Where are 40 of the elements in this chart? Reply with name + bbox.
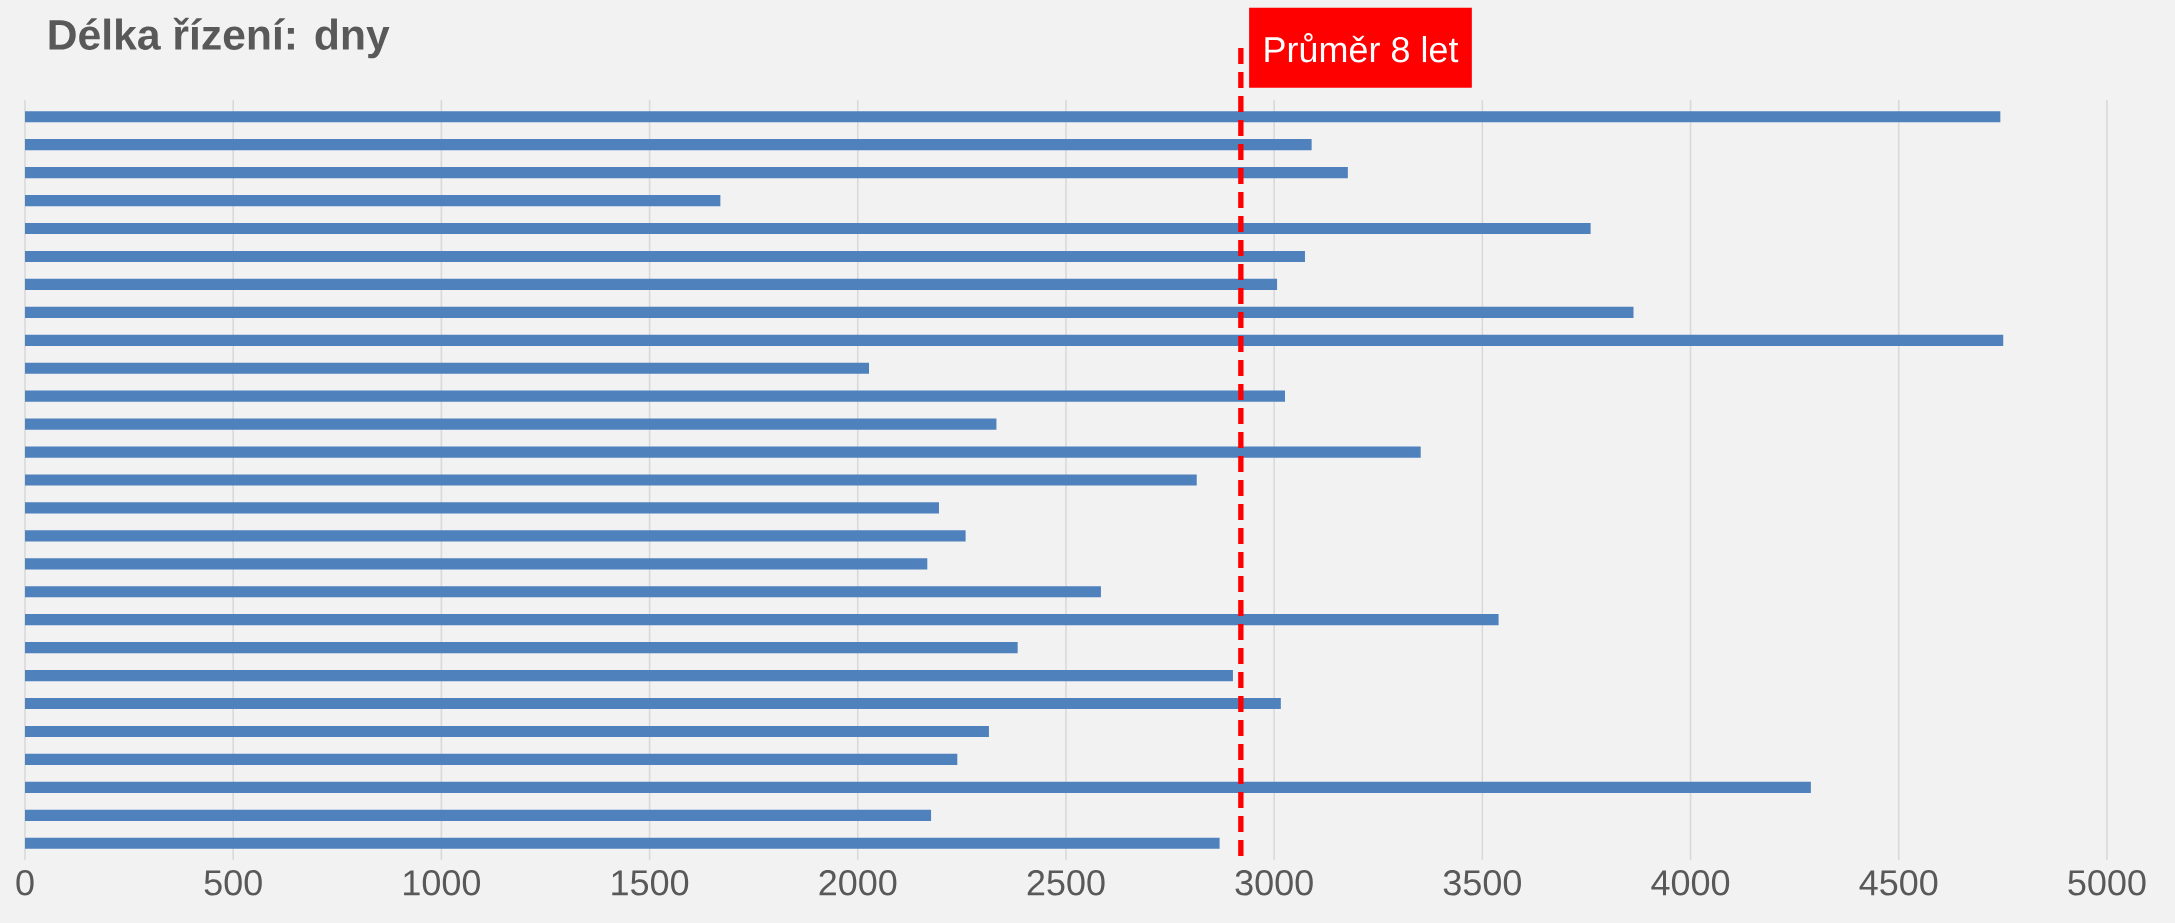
bar [25,530,966,542]
bar [25,390,1285,402]
x-tick-label: 500 [204,870,262,896]
bar [25,167,1348,179]
bar [25,502,939,514]
bar [25,111,2001,123]
x-tick-label: 3500 [1443,870,1521,896]
bar [25,670,1233,682]
bar [25,725,989,738]
bar [25,362,870,374]
bar [25,642,1018,654]
bar [25,195,721,207]
bar [25,697,1281,710]
bar [25,446,1421,458]
bar [25,306,1634,318]
bar [25,222,1591,235]
x-tick-label: 0 [16,870,34,896]
x-tick-label: 2500 [1027,870,1105,896]
x-tick-label: 1000 [404,870,481,896]
bar [25,809,932,821]
bar [25,418,997,430]
bar [25,558,928,570]
x-tick-label: 1500 [612,870,689,896]
bar [25,334,2004,346]
bar [25,139,1312,151]
x-tick-label: 4000 [1651,870,1730,896]
x-tick-label: 5000 [2068,870,2146,896]
bar [25,781,1811,793]
x-tick-label: 2000 [819,870,897,896]
bar [25,474,1197,486]
ref-line-label: Průměr 8 let [1265,33,1459,63]
x-tick-label: 3000 [1235,870,1313,896]
bar [25,250,1305,263]
chart-title: Délka řízení: dny [49,17,390,59]
x-tick-label: 4500 [1859,870,1938,896]
bar [25,753,958,765]
bar [25,614,1499,626]
bar [25,837,1220,849]
bar [25,278,1278,290]
bar [25,586,1101,598]
